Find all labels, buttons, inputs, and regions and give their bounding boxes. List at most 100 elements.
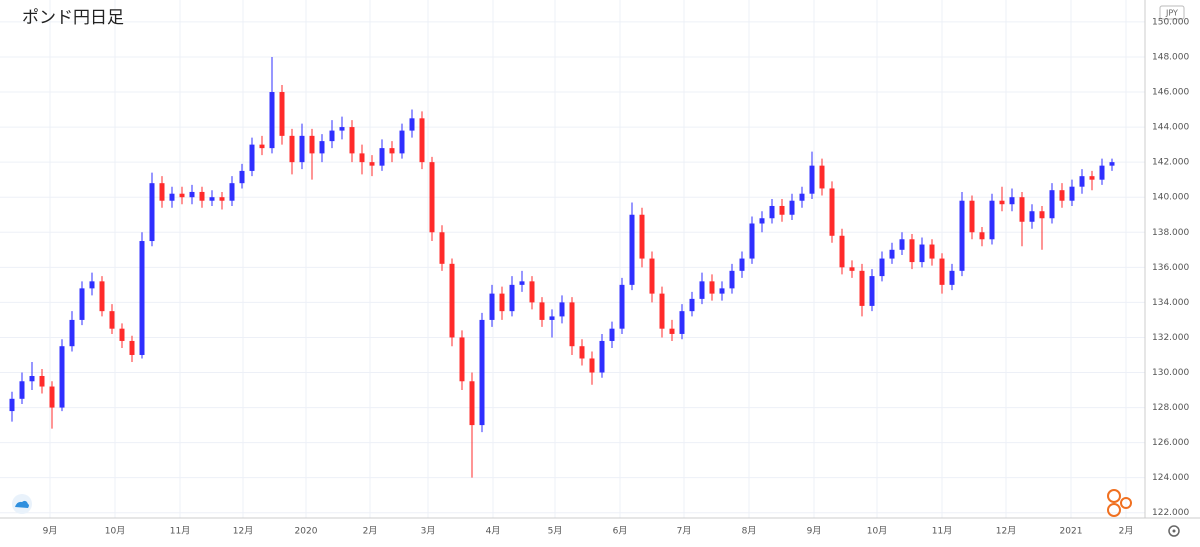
- x-tick-label: 2021: [1060, 527, 1083, 537]
- candle-body: [339, 127, 345, 131]
- candle-body: [869, 276, 875, 306]
- y-tick-label: 140.000: [1152, 193, 1189, 203]
- watermark-ring: [1107, 503, 1121, 517]
- candle-body: [139, 241, 145, 355]
- grid: [0, 0, 1145, 518]
- y-tick-label: 150.000: [1152, 17, 1189, 27]
- candle-body: [409, 118, 415, 131]
- candle-body: [479, 319, 485, 426]
- candle-body: [1079, 176, 1085, 187]
- y-tick-label: 148.000: [1152, 52, 1189, 62]
- gear-icon: [1168, 525, 1180, 537]
- candle-body: [849, 267, 855, 271]
- watermark: [1107, 489, 1132, 517]
- candle-body: [119, 328, 125, 341]
- candle-body: [499, 293, 505, 312]
- candle-body: [229, 183, 235, 201]
- candle-body: [239, 170, 245, 184]
- candle-body: [839, 235, 845, 268]
- y-tick-label: 138.000: [1152, 228, 1189, 238]
- x-tick-label: 12月: [233, 526, 253, 537]
- candle-body: [739, 258, 745, 271]
- x-tick-label: 9月: [807, 526, 822, 537]
- candle-body: [459, 337, 465, 382]
- candle-body: [279, 92, 285, 136]
- candle-body: [749, 223, 755, 259]
- y-tick-label: 126.000: [1152, 438, 1189, 448]
- candle-body: [329, 130, 335, 142]
- unit-box: [1159, 5, 1185, 20]
- candle-body: [249, 144, 255, 171]
- candle-body: [189, 191, 195, 198]
- candle-body: [419, 118, 425, 163]
- x-tick-label: 5月: [548, 526, 563, 537]
- candle-body: [429, 162, 435, 233]
- candle-body: [159, 183, 165, 201]
- x-tick-label: 10月: [105, 526, 125, 537]
- candle-body: [89, 281, 95, 289]
- watermark-ring: [1107, 489, 1121, 503]
- candle-body: [529, 281, 535, 303]
- candle-body: [1059, 190, 1065, 201]
- candle-body: [989, 200, 995, 240]
- x-tick-label: 11月: [170, 526, 190, 537]
- candle-body: [539, 302, 545, 320]
- gear-center: [1172, 529, 1176, 533]
- x-tick-label: 2020: [295, 527, 318, 537]
- candle-body: [209, 197, 215, 201]
- candle-body: [649, 258, 655, 294]
- watermark-ring: [1120, 497, 1132, 509]
- candle-body: [59, 346, 65, 408]
- candle-body: [619, 284, 625, 329]
- candle-body: [1089, 176, 1095, 180]
- y-tick-label: 130.000: [1152, 368, 1189, 378]
- candle-body: [719, 288, 725, 294]
- settings-button[interactable]: [1168, 525, 1180, 537]
- candle-body: [1009, 197, 1015, 205]
- candle-body: [39, 376, 45, 387]
- logo[interactable]: [12, 494, 32, 514]
- candle-body: [569, 302, 575, 347]
- candle-body: [879, 258, 885, 277]
- candle-body: [69, 319, 75, 347]
- candle-body: [789, 200, 795, 215]
- y-tick-label: 136.000: [1152, 263, 1189, 273]
- y-tick-label: 144.000: [1152, 123, 1189, 133]
- candle-body: [289, 135, 295, 163]
- candle-body: [1019, 197, 1025, 222]
- candle-body: [859, 270, 865, 306]
- candle-body: [399, 130, 405, 154]
- candle-body: [599, 340, 605, 373]
- candle-body: [559, 302, 565, 317]
- candle-body: [49, 386, 55, 408]
- candle-body: [799, 193, 805, 201]
- chart-title: ポンド円日足: [22, 8, 124, 28]
- candle-body: [809, 165, 815, 194]
- candle-body: [1029, 211, 1035, 222]
- candle-body: [19, 381, 25, 399]
- candle-body: [359, 153, 365, 163]
- candle-body: [1069, 186, 1075, 201]
- x-tick-label: 2月: [1119, 526, 1134, 537]
- candle-body: [669, 328, 675, 334]
- candle-body: [819, 165, 825, 189]
- candle-body: [919, 244, 925, 263]
- y-tick-label: 142.000: [1152, 158, 1189, 168]
- candle-body: [769, 205, 775, 219]
- candle-body: [699, 281, 705, 299]
- candle-body: [379, 148, 385, 166]
- candle-body: [899, 239, 905, 250]
- candle-body: [29, 376, 35, 382]
- candle-body: [369, 162, 375, 166]
- y-tick-label: 134.000: [1152, 298, 1189, 308]
- candle-body: [79, 288, 85, 320]
- candle-body: [639, 214, 645, 259]
- candle-body: [149, 183, 155, 242]
- y-tick-label: 124.000: [1152, 473, 1189, 483]
- candle-body: [489, 293, 495, 320]
- candle-body: [1099, 165, 1105, 180]
- candle-body: [349, 127, 355, 154]
- x-tick-label: 9月: [43, 526, 58, 537]
